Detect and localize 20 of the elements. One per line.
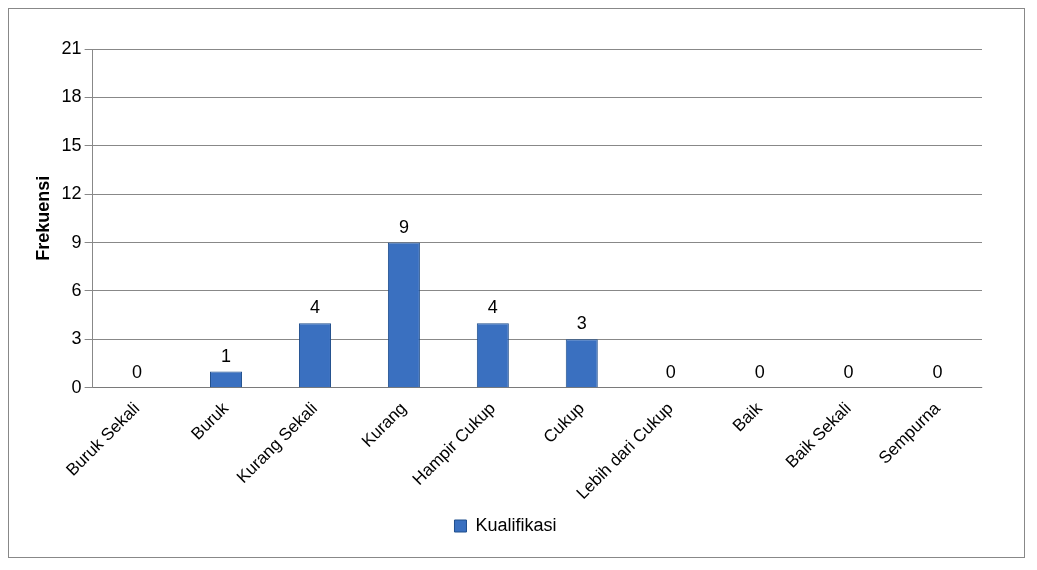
y-tick-label: 6 — [71, 279, 82, 300]
legend-label: Kualifikasi — [475, 514, 557, 535]
data-label: 0 — [754, 361, 765, 382]
data-label: 3 — [576, 313, 587, 334]
y-axis-title: Frekuensi — [32, 175, 53, 261]
data-label: 0 — [132, 361, 143, 382]
y-tick-label: 9 — [71, 231, 82, 252]
data-label: 0 — [932, 361, 943, 382]
data-label: 4 — [487, 297, 498, 318]
y-tick-label: 0 — [71, 376, 82, 397]
data-label: 9 — [398, 216, 409, 237]
y-tick-label: 12 — [61, 183, 82, 204]
data-label: 1 — [221, 345, 232, 366]
y-tick-label: 21 — [61, 37, 82, 58]
y-tick-label: 3 — [71, 328, 82, 349]
y-tick-label: 18 — [61, 86, 82, 107]
data-label: 4 — [309, 297, 320, 318]
data-label: 0 — [665, 361, 676, 382]
data-label: 0 — [843, 361, 854, 382]
y-tick-label: 15 — [61, 134, 82, 155]
